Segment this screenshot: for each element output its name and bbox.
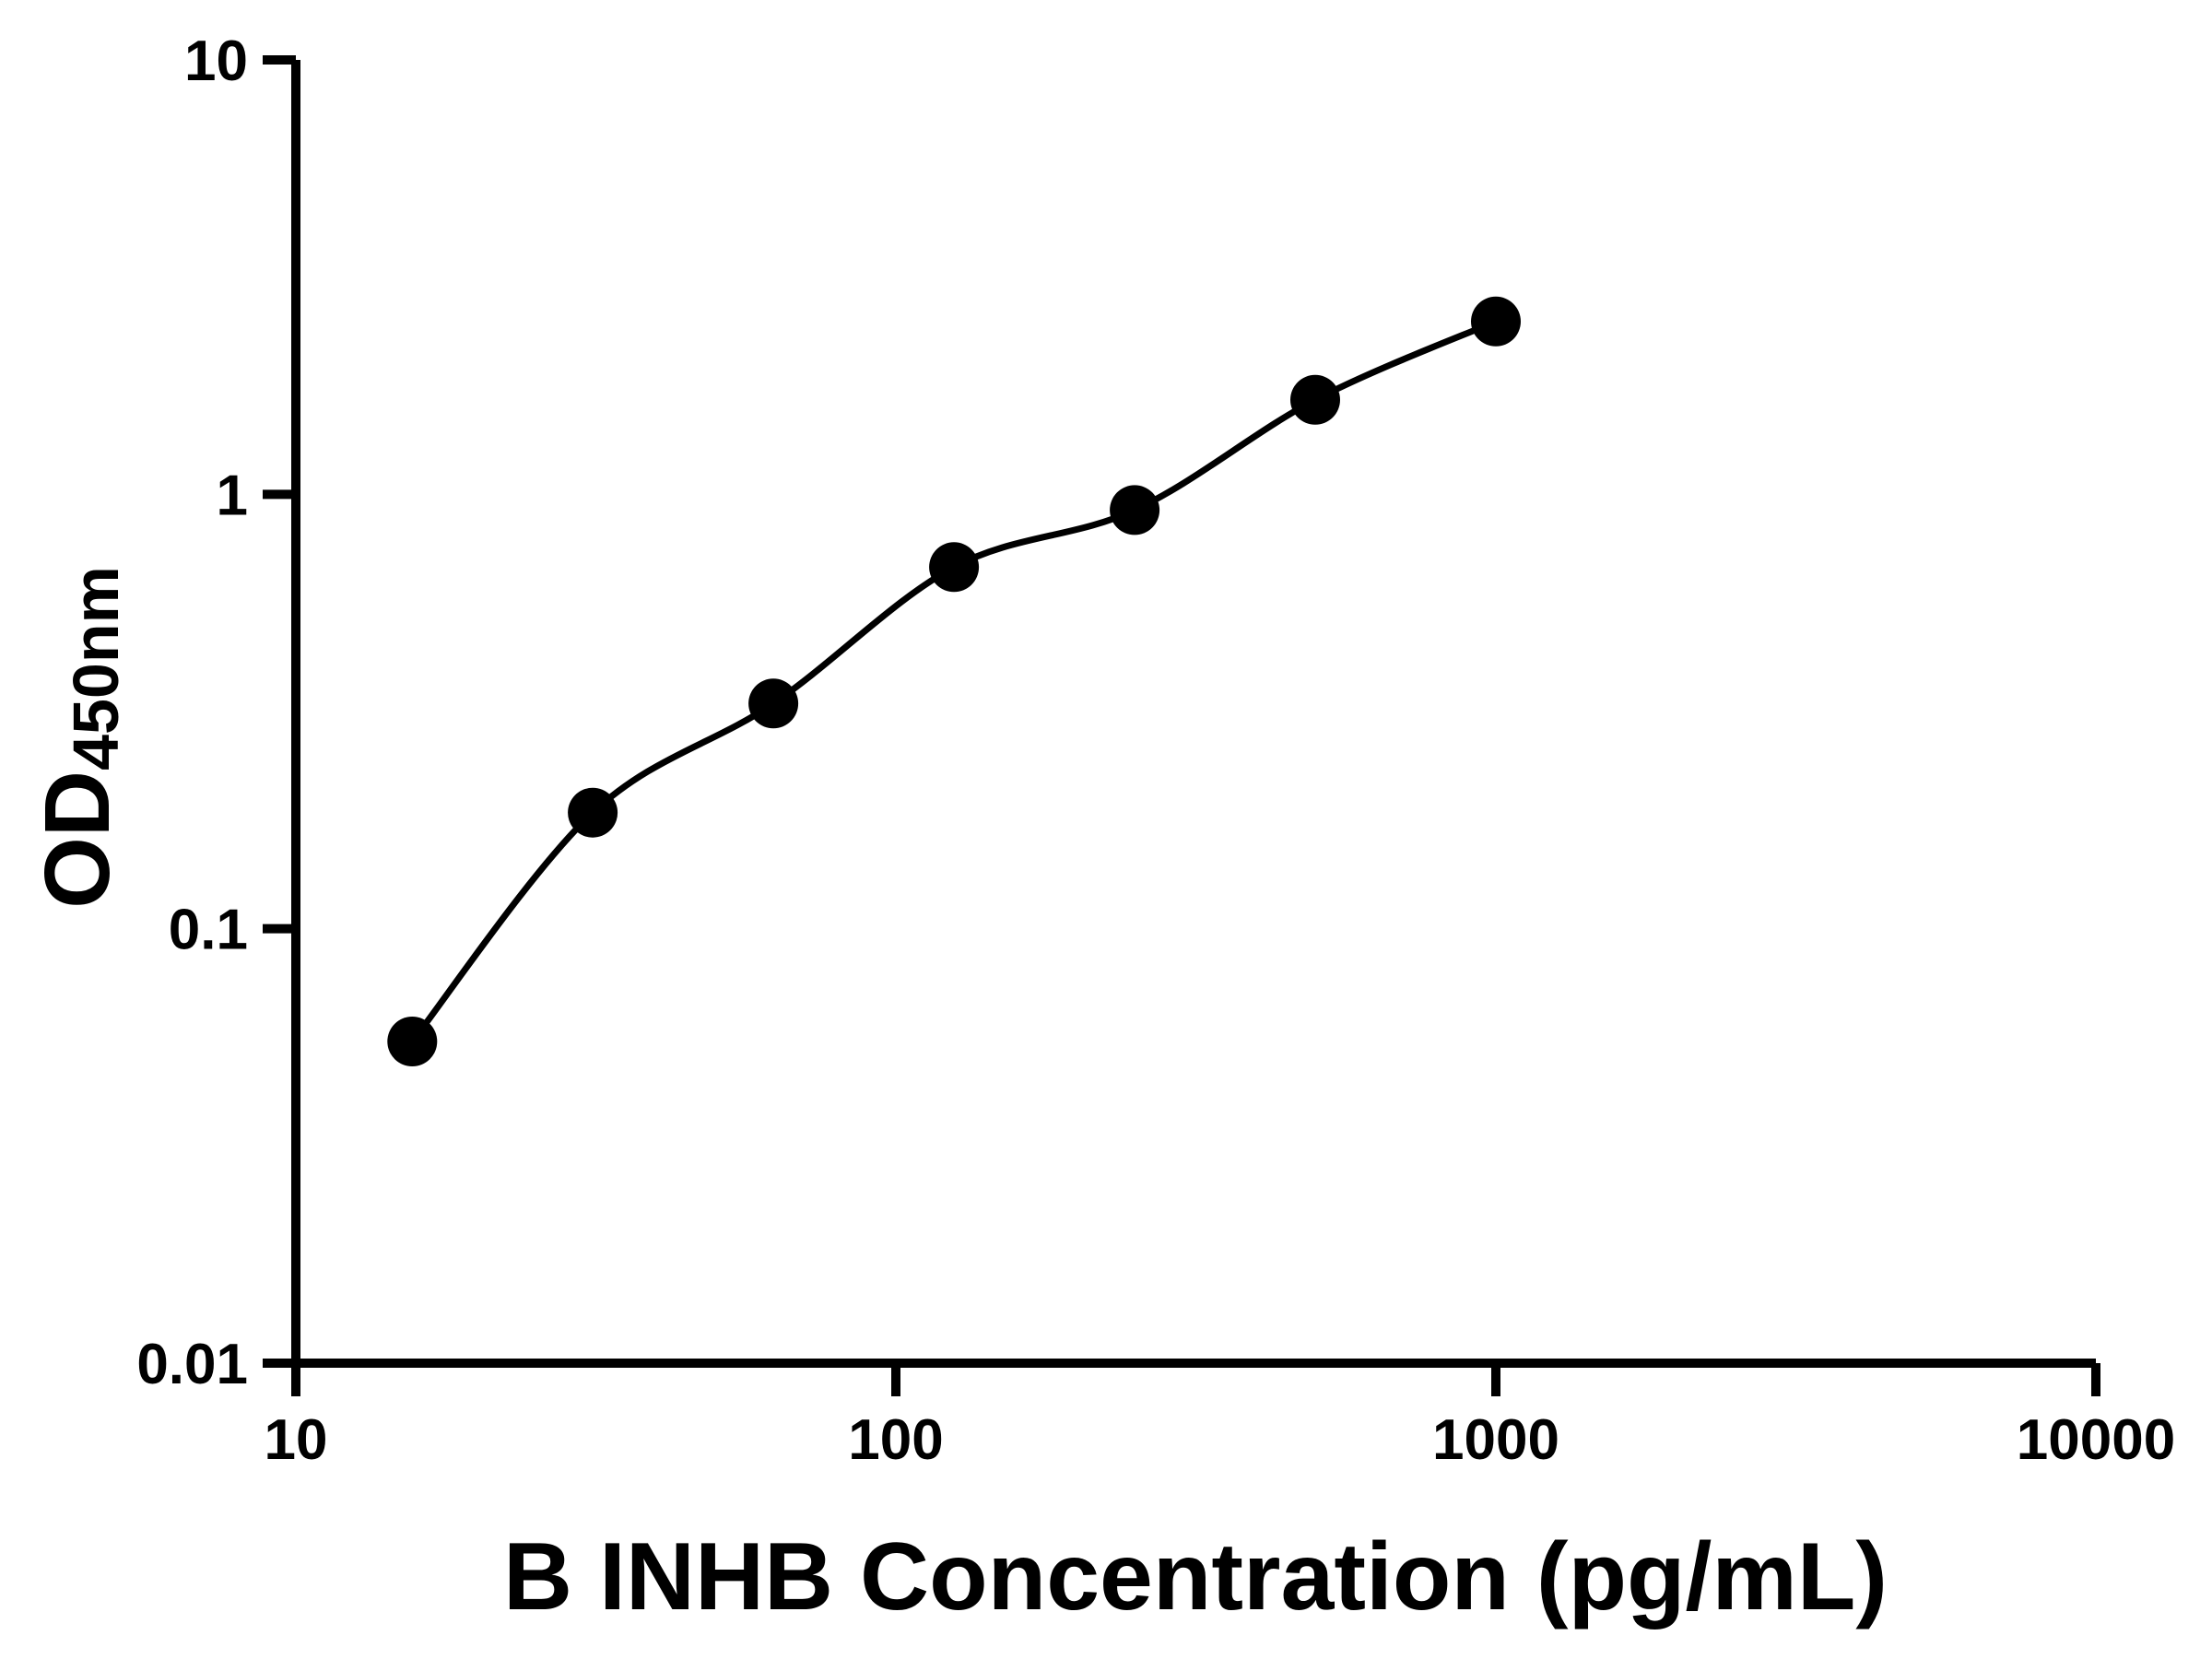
x-axis-title: B INHB Concentration (pg/mL) [503, 1524, 1888, 1630]
data-point [748, 678, 799, 729]
data-point [1471, 296, 1521, 347]
y-tick-label: 0.1 [169, 899, 248, 962]
x-tick-label: 10 [265, 1408, 328, 1472]
y-tick-label: 0.01 [136, 1333, 248, 1396]
y-axis-title-main: OD [26, 771, 129, 909]
fit-curve [408, 318, 1500, 1045]
x-tick-label: 10000 [2017, 1408, 2175, 1472]
data-point [387, 1017, 438, 1066]
data-point [568, 787, 618, 838]
data-point [1110, 485, 1160, 535]
data-point [929, 542, 980, 593]
axes-layer: 10 100 1000 10000 0.01 0.1 1 10 [136, 29, 2175, 1472]
y-axis-title-sub: 450nm [60, 566, 132, 771]
x-tick-label: 100 [848, 1408, 943, 1472]
y-axis-title: OD450nm [26, 566, 132, 909]
data-series-layer [387, 296, 1521, 1066]
y-tick-label: 10 [184, 29, 248, 93]
x-tick-label: 1000 [1432, 1408, 1559, 1472]
y-tick-label: 1 [217, 464, 248, 527]
data-point [1290, 374, 1340, 425]
